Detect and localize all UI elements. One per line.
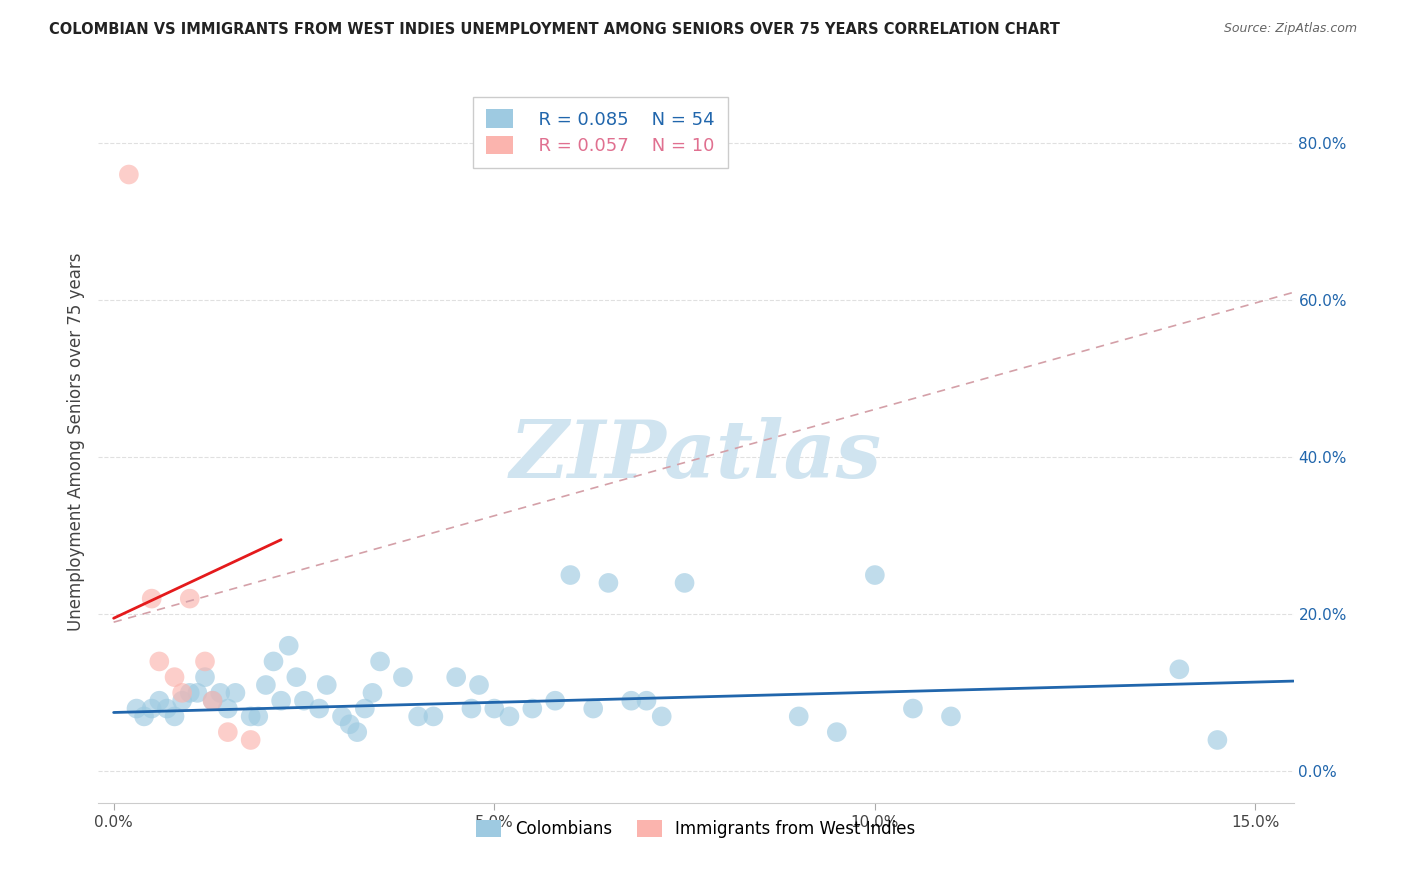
Point [498, 709, 520, 723]
Point [209, 686, 232, 700]
Text: COLOMBIAN VS IMMIGRANTS FROM WEST INDIES UNEMPLOYMENT AMONG SENIORS OVER 75 YEAR: COLOMBIAN VS IMMIGRANTS FROM WEST INDIES… [49, 22, 1060, 37]
Point [201, 694, 224, 708]
Point [620, 694, 643, 708]
Point [582, 701, 605, 715]
Point [148, 694, 170, 708]
Point [163, 670, 186, 684]
Point [544, 694, 567, 708]
Point [263, 655, 285, 669]
Point [484, 701, 506, 715]
Point [308, 701, 330, 715]
Legend: Colombians, Immigrants from West Indies: Colombians, Immigrants from West Indies [470, 814, 922, 845]
Point [172, 694, 194, 708]
Point [217, 701, 239, 715]
Point [118, 168, 141, 182]
Point [468, 678, 491, 692]
Point [787, 709, 810, 723]
Point [194, 670, 217, 684]
Point [125, 701, 148, 715]
Point [939, 709, 962, 723]
Point [163, 709, 186, 723]
Point [315, 678, 337, 692]
Point [285, 670, 308, 684]
Point [673, 575, 696, 590]
Point [392, 670, 415, 684]
Point [1168, 662, 1191, 676]
Point [444, 670, 467, 684]
Point [422, 709, 444, 723]
Point [901, 701, 924, 715]
Point [863, 568, 886, 582]
Point [460, 701, 482, 715]
Point [651, 709, 673, 723]
Point [361, 686, 384, 700]
Point [406, 709, 429, 723]
Point [598, 575, 620, 590]
Point [132, 709, 155, 723]
Point [194, 655, 217, 669]
Point [825, 725, 848, 739]
Point [522, 701, 544, 715]
Point [339, 717, 361, 731]
Point [270, 694, 292, 708]
Point [179, 591, 201, 606]
Point [179, 686, 201, 700]
Point [292, 694, 315, 708]
Point [277, 639, 299, 653]
Point [636, 694, 658, 708]
Point [353, 701, 375, 715]
Point [224, 686, 246, 700]
Point [254, 678, 277, 692]
Point [217, 725, 239, 739]
Point [560, 568, 582, 582]
Text: Source: ZipAtlas.com: Source: ZipAtlas.com [1223, 22, 1357, 36]
Point [172, 686, 194, 700]
Point [186, 686, 208, 700]
Point [1206, 733, 1229, 747]
Point [239, 709, 262, 723]
Point [346, 725, 368, 739]
Point [141, 591, 163, 606]
Point [148, 655, 170, 669]
Point [201, 694, 224, 708]
Point [156, 701, 179, 715]
Y-axis label: Unemployment Among Seniors over 75 years: Unemployment Among Seniors over 75 years [66, 252, 84, 631]
Point [239, 733, 262, 747]
Point [368, 655, 391, 669]
Point [247, 709, 270, 723]
Point [141, 701, 163, 715]
Text: ZIPatlas: ZIPatlas [510, 417, 882, 495]
Point [330, 709, 353, 723]
